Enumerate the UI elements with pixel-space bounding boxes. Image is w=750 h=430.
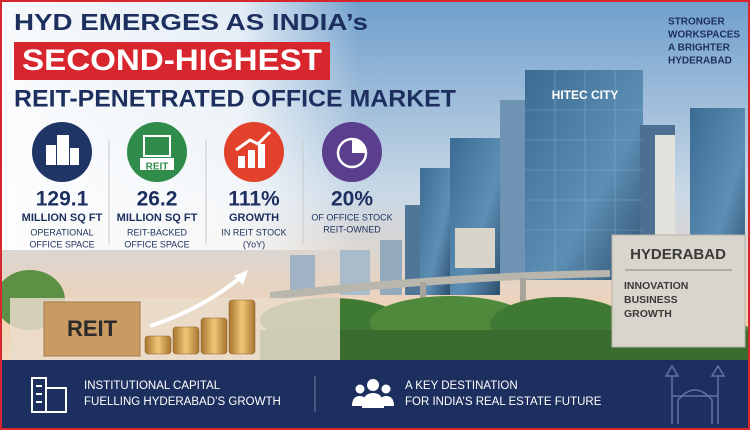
stat-caption: OF OFFICE STOCK	[311, 212, 392, 222]
stats: 129.1 MILLION SQ FT OPERATIONAL OFFICE S…	[22, 188, 393, 250]
footer-line: FUELLING HYDERABAD’S GROWTH	[84, 396, 281, 408]
stat-caption: REIT-BACKED	[127, 227, 188, 237]
tagline-line: STRONGER	[668, 17, 725, 28]
stat-caption: IN REIT STOCK	[221, 227, 286, 237]
text-backdrop	[0, 0, 480, 250]
stat-unit: GROWTH	[229, 212, 279, 224]
title-line: REIT-PENETRATED OFFICE MARKET	[14, 85, 456, 112]
footer-line: A KEY DESTINATION	[405, 380, 518, 392]
stat-icons	[32, 122, 382, 182]
stat-unit: MILLION SQ FT	[22, 212, 103, 224]
monument-line: INNOVATION	[624, 280, 688, 292]
reit-block-label: REIT	[67, 316, 118, 341]
stat-value: 111%	[228, 188, 280, 211]
stat-caption: REIT-OWNED	[323, 224, 381, 234]
charminar-icon	[664, 364, 726, 424]
icon-text: REIT	[146, 162, 169, 173]
reit-block	[43, 301, 141, 357]
monument	[611, 234, 746, 348]
flyover	[270, 270, 610, 312]
footer-building-icon	[31, 377, 67, 413]
stat-dividers	[108, 140, 304, 245]
footer-people-icon	[352, 379, 394, 408]
footer-line: INSTITUTIONAL CAPITAL	[84, 380, 221, 392]
stat-caption: OFFICE SPACE	[29, 239, 94, 249]
growth-arrow	[149, 276, 242, 328]
coin-stacks	[144, 299, 256, 355]
stat-value: 129.1	[36, 188, 89, 211]
stat-unit: MILLION SQ FT	[117, 212, 198, 224]
stat-value: 20%	[331, 188, 373, 211]
monument-line: GROWTH	[624, 308, 672, 320]
footer-line: FOR INDIA’S REAL ESTATE FUTURE	[405, 396, 602, 408]
stat-caption: OFFICE SPACE	[124, 239, 189, 249]
growth-arrowhead	[234, 270, 248, 285]
monument-title: HYDERABAD	[630, 246, 726, 263]
stat-caption: (YoY)	[243, 239, 265, 249]
tagline-line: WORKSPACES	[668, 30, 740, 41]
tagline: STRONGER WORKSPACES A BRIGHTER HYDERABAD	[668, 17, 740, 67]
tagline-line: A BRIGHTER	[668, 43, 731, 54]
monument-line: BUSINESS	[624, 294, 678, 306]
stat-value: 26.2	[137, 188, 178, 211]
title-highlight: SECOND-HIGHEST	[22, 44, 322, 77]
tagline-line: HYDERABAD	[668, 56, 732, 67]
stat-caption: OPERATIONAL	[30, 227, 93, 237]
title-line: HYD EMERGES AS INDIA’s	[14, 9, 368, 35]
tower-sign: HITEC CITY	[552, 88, 619, 102]
title-highlight-box	[14, 42, 330, 80]
